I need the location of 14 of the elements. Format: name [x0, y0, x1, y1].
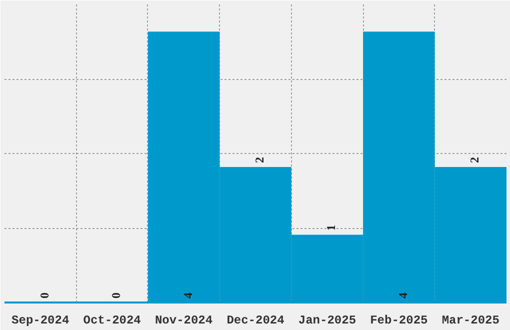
data-label: 0: [37, 292, 52, 298]
x-tick-label: Feb-2025: [370, 314, 428, 328]
data-label: 4: [396, 292, 410, 298]
x-tick-label: Dec-2024: [226, 314, 284, 328]
data-label: 1: [324, 224, 338, 231]
x-tick-label: Sep-2024: [12, 314, 70, 328]
data-label: 0: [109, 292, 124, 298]
x-tick-label: Mar-2025: [442, 314, 500, 328]
data-label: 2: [252, 157, 266, 164]
data-label: 4: [180, 292, 195, 298]
data-label: 2: [468, 157, 482, 164]
x-tick-label: Jan-2025: [298, 314, 356, 328]
x-tick-label: Nov-2024: [154, 314, 213, 328]
x-tick-label: Oct-2024: [83, 314, 141, 328]
